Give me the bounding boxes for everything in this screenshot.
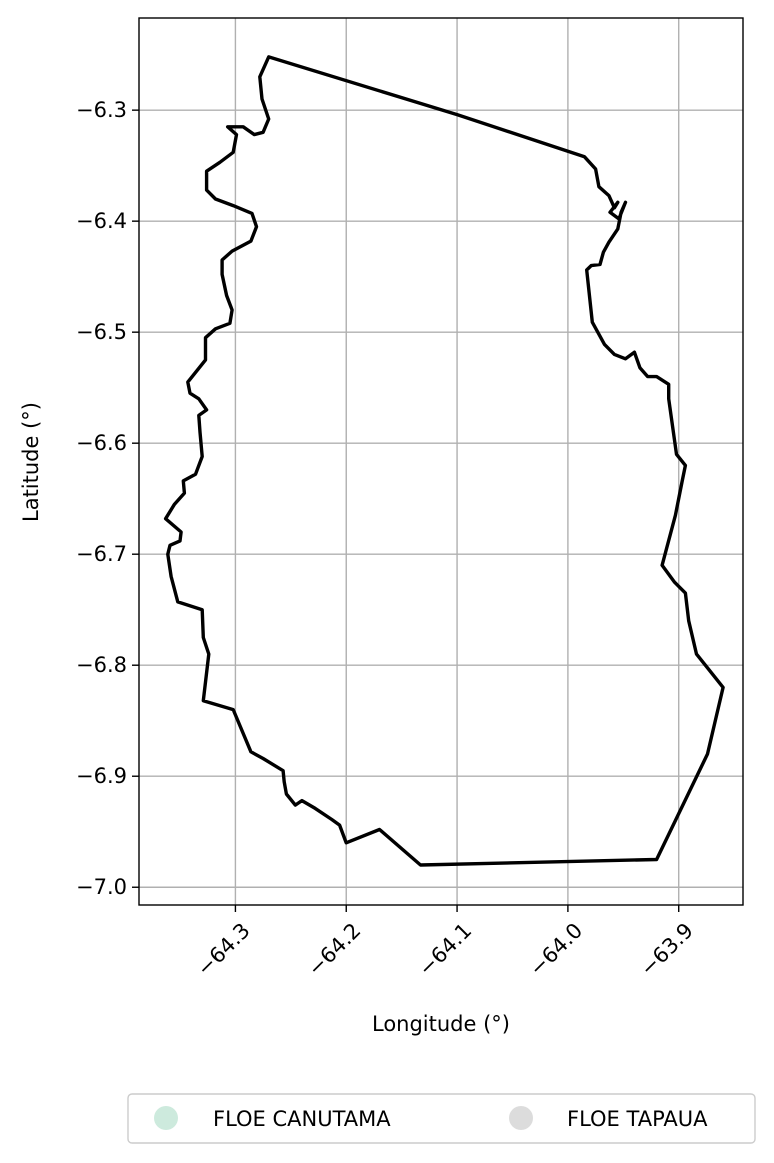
y-tick-label: −6.5 [76, 320, 127, 344]
legend-label-floe-tapaua: FLOE TAPAUA [567, 1107, 708, 1131]
y-axis-title: Latitude (°) [19, 402, 43, 522]
legend-marker-floe-tapaua [509, 1106, 533, 1130]
y-tick-label: −6.9 [76, 764, 127, 788]
x-tick-label: −63.9 [636, 918, 698, 980]
x-tick-label: −64.1 [414, 918, 476, 980]
legend: FLOE CANUTAMA FLOE TAPAUA [127, 1093, 756, 1144]
y-tick-label: −7.0 [76, 875, 127, 899]
y-tick-label: −6.3 [76, 98, 127, 122]
x-axis-title: Longitude (°) [372, 1012, 510, 1036]
plot-frame [138, 17, 744, 906]
y-tick-label: −6.6 [76, 431, 127, 455]
y-tick-label: −6.7 [76, 542, 127, 566]
x-tick-label: −64.0 [525, 918, 587, 980]
x-tick-label: −64.3 [192, 918, 254, 980]
legend-label-floe-canutama: FLOE CANUTAMA [213, 1107, 391, 1131]
region-boundary [163, 55, 725, 867]
x-tick-label: −64.2 [303, 918, 365, 980]
x-axis-ticks: −64.3 −64.2 −64.1 −64.0 −63.9 [192, 905, 698, 981]
legend-marker-floe-canutama [154, 1106, 178, 1130]
y-axis-ticks: −6.3 −6.4 −6.5 −6.6 −6.7 −6.8 −6.9 −7.0 [76, 98, 139, 899]
y-tick-label: −6.8 [76, 653, 127, 677]
y-tick-label: −6.4 [76, 209, 127, 233]
legend-frame [127, 1093, 756, 1144]
gridlines [139, 18, 743, 905]
